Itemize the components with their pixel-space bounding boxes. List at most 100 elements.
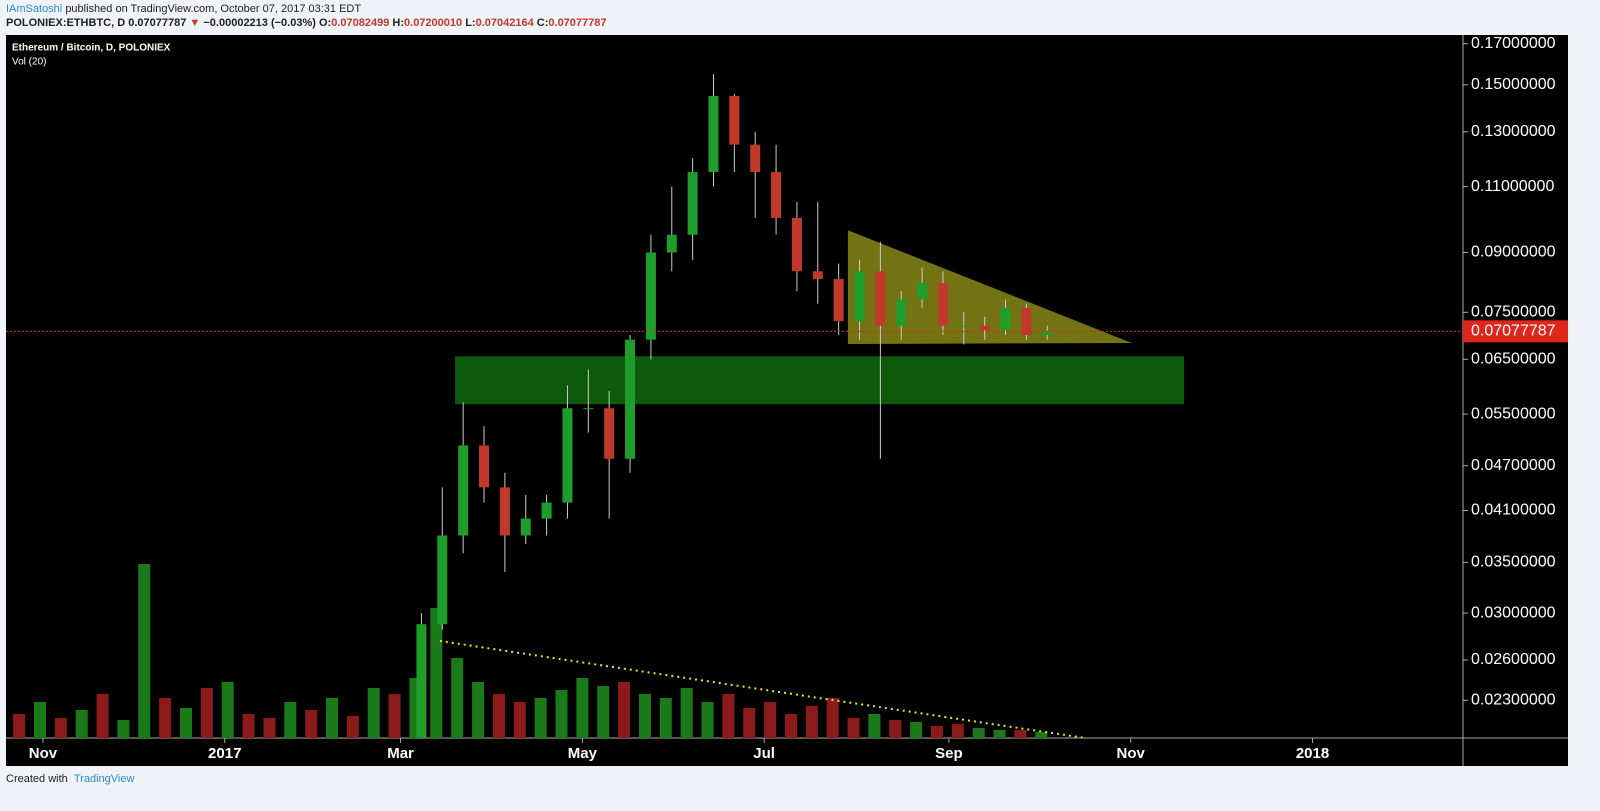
candle-body (562, 408, 573, 503)
high: 0.07200010 (404, 17, 463, 29)
y-tick-label: 0.09000000 (1471, 244, 1556, 261)
volume-bar (326, 698, 339, 738)
volume-bar (388, 694, 401, 738)
x-tick-label: Jul (753, 745, 775, 762)
candle-body (937, 283, 948, 326)
candle-body (1021, 307, 1032, 335)
volume-bar (889, 720, 902, 738)
y-tick-label: 0.15000000 (1471, 76, 1556, 93)
volume-bar (764, 702, 777, 738)
candle-body (499, 487, 510, 536)
volume-bar (75, 710, 88, 738)
x-tick-label: Nov (1117, 745, 1146, 762)
candle-body (416, 624, 427, 738)
y-tick-label: 0.03000000 (1471, 604, 1556, 621)
candle-body (896, 299, 907, 326)
volume-bar (33, 702, 46, 738)
volume-bar (576, 678, 589, 738)
candle-body (583, 408, 594, 410)
volume-bar (743, 708, 756, 738)
volume-bar (117, 720, 130, 738)
l-label: L: (465, 17, 476, 29)
publish-line: IAmSatoshi published on TradingView.com,… (6, 2, 607, 16)
candle-body (979, 325, 990, 331)
volume-bar (534, 698, 547, 738)
volume-bar (472, 682, 485, 738)
published: published on TradingView.com, October 07… (65, 3, 362, 15)
candle-body (666, 234, 677, 253)
volume-bar (180, 708, 193, 738)
candle-body (750, 144, 761, 173)
x-tick-label: Sep (935, 745, 963, 762)
volume-bar (972, 728, 985, 738)
change: −0.00002213 (−0.03%) (203, 17, 316, 29)
volume-bar (305, 710, 318, 738)
symbol: POLONIEX:ETHBTC, D (6, 17, 126, 29)
volume-bar (659, 698, 672, 738)
y-tick-label: 0.11000000 (1471, 178, 1554, 195)
x-tick-label: Nov (29, 745, 58, 762)
candle-body (520, 518, 531, 536)
y-tick-label: 0.03500000 (1471, 554, 1556, 571)
y-tick-label: 0.17000000 (1471, 35, 1556, 52)
volume-bar (13, 714, 26, 738)
c-label: C: (536, 17, 549, 29)
arrow: ▼ (189, 17, 201, 29)
volume-bar (513, 702, 526, 738)
created: Created with (6, 773, 68, 785)
y-tick-label: 0.02600000 (1471, 651, 1556, 668)
volume-bar (284, 702, 297, 738)
candle-body (645, 252, 656, 340)
volume-bar (805, 706, 818, 738)
candle-body (708, 95, 719, 173)
volume-bar (96, 694, 109, 738)
volume-bar (242, 714, 255, 738)
candle-body (791, 217, 802, 272)
header: IAmSatoshi published on TradingView.com,… (6, 2, 607, 30)
volume-bar (993, 730, 1006, 738)
low: 0.07042164 (475, 17, 534, 29)
volume-trendline (439, 640, 1086, 738)
support-zone (455, 356, 1185, 405)
volume-bar (346, 716, 359, 738)
chart-subtitle: Vol (20) (12, 57, 46, 68)
candle-body (812, 271, 823, 280)
close: 0.07077787 (548, 17, 607, 29)
x-tick-label: 2017 (208, 745, 241, 762)
quote-line: POLONIEX:ETHBTC, D 0.07077787 ▼ −0.00002… (6, 16, 607, 30)
y-tick-label: 0.13000000 (1471, 123, 1556, 140)
candle-body (875, 271, 886, 326)
volume-bar (54, 718, 67, 738)
candle-body (687, 172, 698, 235)
candle-body (625, 339, 636, 459)
open: 0.07082499 (331, 17, 390, 29)
triangle-pattern (847, 230, 1132, 344)
volume-bar (221, 682, 234, 738)
volume-bar (555, 690, 568, 738)
candle-body (437, 535, 448, 625)
x-tick-label: May (568, 745, 598, 762)
h-label: H: (392, 17, 405, 29)
volume-bar (618, 682, 631, 738)
author[interactable]: IAmSatoshi (6, 3, 63, 15)
volume-bar (701, 702, 714, 738)
x-tick-label: Mar (387, 745, 414, 762)
candle-body (771, 172, 782, 218)
volume-bar (200, 688, 213, 738)
volume-bar (159, 698, 172, 738)
brand[interactable]: TradingView (73, 773, 135, 785)
y-tick-label: 0.04700000 (1471, 457, 1556, 474)
volume-bar (597, 686, 610, 738)
candle-body (854, 271, 865, 322)
volume-bar (367, 688, 380, 738)
candle-body (1042, 331, 1053, 335)
volume-bar (1014, 730, 1027, 738)
volume-bar (826, 698, 839, 738)
volume-bar (680, 688, 693, 738)
volume-bar (847, 718, 860, 738)
last-price-label: 0.07077787 (1471, 323, 1556, 340)
candle-body (729, 95, 740, 145)
volume-bar (784, 714, 797, 738)
